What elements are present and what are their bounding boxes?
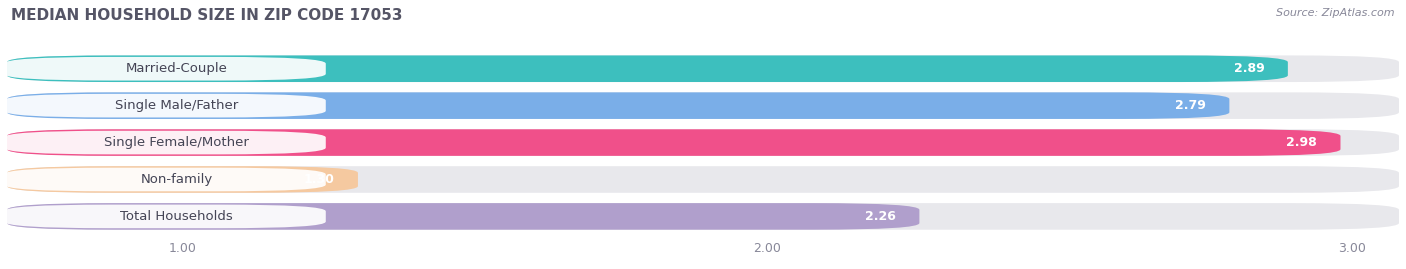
Text: 2.89: 2.89 [1233,62,1264,75]
FancyBboxPatch shape [4,57,326,80]
FancyBboxPatch shape [4,131,326,154]
FancyBboxPatch shape [7,129,1340,156]
FancyBboxPatch shape [7,55,1288,82]
FancyBboxPatch shape [7,203,920,230]
Text: Single Male/Father: Single Male/Father [115,99,238,112]
FancyBboxPatch shape [7,129,1399,156]
FancyBboxPatch shape [7,166,1399,193]
Text: 1.30: 1.30 [304,173,335,186]
Text: Married-Couple: Married-Couple [125,62,228,75]
Text: MEDIAN HOUSEHOLD SIZE IN ZIP CODE 17053: MEDIAN HOUSEHOLD SIZE IN ZIP CODE 17053 [11,8,402,23]
FancyBboxPatch shape [7,203,1399,230]
FancyBboxPatch shape [7,92,1229,119]
Text: Non-family: Non-family [141,173,212,186]
Text: Source: ZipAtlas.com: Source: ZipAtlas.com [1277,8,1395,18]
Text: 2.79: 2.79 [1175,99,1206,112]
Text: 2.98: 2.98 [1286,136,1317,149]
FancyBboxPatch shape [7,55,1399,82]
Text: Single Female/Mother: Single Female/Mother [104,136,249,149]
FancyBboxPatch shape [4,168,326,191]
Text: Total Households: Total Households [121,210,233,223]
FancyBboxPatch shape [4,205,326,228]
FancyBboxPatch shape [7,92,1399,119]
FancyBboxPatch shape [4,94,326,118]
Text: 2.26: 2.26 [865,210,896,223]
FancyBboxPatch shape [7,166,359,193]
